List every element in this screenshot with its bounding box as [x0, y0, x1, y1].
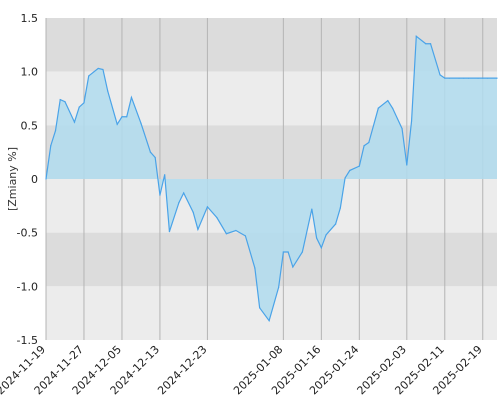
data-point [97, 67, 99, 70]
data-point [439, 74, 441, 76]
data-point [292, 266, 294, 268]
data-point [377, 107, 379, 109]
data-point [88, 75, 90, 77]
data-point [268, 320, 270, 322]
y-tick-label: 1.0 [21, 66, 39, 79]
data-point [425, 43, 427, 45]
data-point [334, 223, 337, 225]
data-point [325, 234, 327, 236]
data-point [54, 130, 57, 132]
data-point [406, 164, 408, 166]
data-point [126, 116, 128, 118]
data-point [73, 121, 76, 123]
data-point [467, 77, 470, 79]
data-point [154, 156, 156, 159]
data-point [192, 211, 194, 213]
data-point [244, 235, 246, 237]
data-point [410, 120, 413, 122]
data-point [358, 165, 360, 167]
data-point [83, 102, 85, 104]
data-point [235, 229, 237, 232]
y-axis-label: [Zmiany %] [6, 147, 19, 211]
series-area [46, 36, 497, 321]
data-point [401, 127, 403, 130]
data-point [429, 43, 432, 45]
data-point [282, 251, 284, 253]
data-point [448, 77, 451, 79]
x-axis-ticks: 2024-11-192024-11-272024-12-052024-12-13… [0, 343, 485, 397]
data-point [78, 106, 80, 108]
data-point [444, 77, 446, 79]
y-tick-label: 0.5 [21, 119, 39, 132]
series-layer [45, 35, 498, 323]
data-point [168, 230, 171, 233]
data-point [206, 206, 209, 208]
data-point [116, 123, 118, 125]
data-point [311, 208, 313, 210]
data-point [159, 194, 161, 196]
y-tick-label: -1.0 [17, 280, 38, 293]
data-point [320, 247, 322, 249]
y-axis-ticks: 1.5 1.0 0.5 0 -0.5 -1.0 -1.5 [17, 12, 38, 347]
data-point [121, 116, 123, 118]
data-point [278, 286, 280, 289]
data-point [387, 100, 389, 102]
data-point [415, 35, 417, 37]
data-point [391, 107, 394, 109]
data-point [316, 237, 318, 239]
y-tick-label: -1.5 [17, 334, 38, 347]
data-point [477, 77, 479, 79]
data-point [486, 77, 489, 79]
data-point [225, 233, 227, 235]
data-point [107, 90, 109, 92]
data-point [259, 307, 261, 309]
data-point [349, 169, 351, 172]
data-point [140, 122, 142, 124]
y-tick-label: -0.5 [17, 227, 38, 240]
data-point [64, 101, 66, 103]
data-point [254, 267, 256, 269]
data-point [344, 177, 346, 179]
data-point [482, 77, 484, 79]
data-point [463, 77, 465, 79]
data-point [197, 228, 199, 231]
data-point [287, 251, 289, 253]
data-point [102, 68, 104, 71]
data-point [183, 192, 185, 194]
data-point [59, 98, 61, 101]
data-point [45, 178, 47, 180]
data-point [458, 77, 460, 79]
data-point [301, 251, 303, 253]
data-point [339, 207, 341, 209]
data-point [149, 151, 152, 153]
data-point [178, 202, 180, 204]
x-tick-label: 2024-12-23 [155, 343, 209, 397]
y-tick-label: 0 [31, 173, 38, 186]
data-point [368, 141, 370, 144]
data-point [164, 174, 166, 176]
data-point [363, 145, 365, 147]
data-point [50, 145, 52, 147]
data-point [496, 77, 498, 79]
data-point [130, 96, 133, 99]
data-point [216, 217, 218, 219]
y-tick-label: 1.5 [21, 12, 39, 25]
